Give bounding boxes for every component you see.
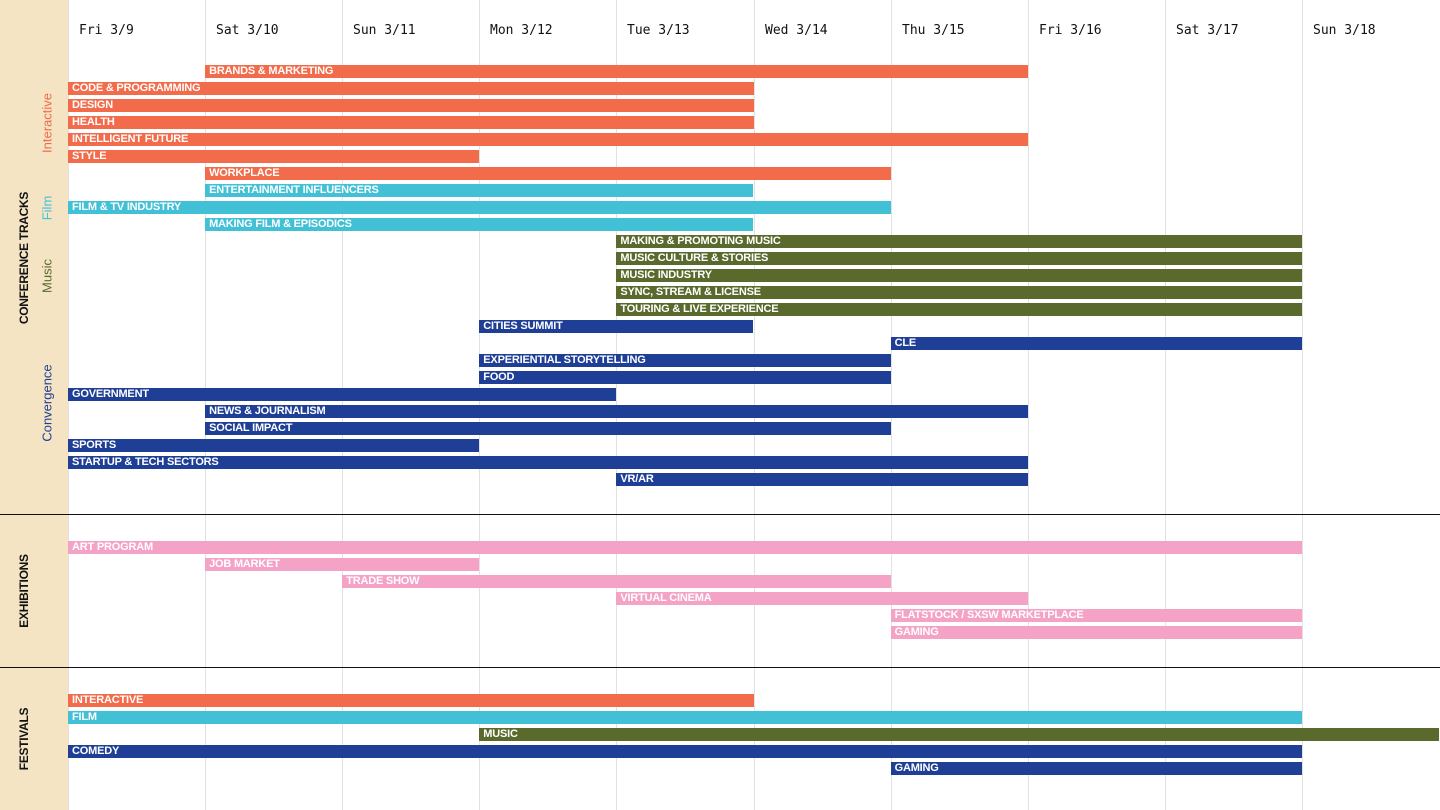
schedule-bar: MUSIC (479, 728, 1439, 741)
schedule-bar: NEWS & JOURNALISM (205, 405, 1028, 418)
day-gridline (1302, 0, 1303, 810)
section-label: CONFERENCE TRACKS (17, 191, 31, 325)
day-label: Sat 3/17 (1176, 23, 1239, 38)
schedule-bar: JOB MARKET (205, 558, 480, 571)
group-label: Interactive (39, 92, 55, 153)
day-label: Sat 3/10 (216, 23, 279, 38)
schedule-bar: TOURING & LIVE EXPERIENCE (616, 303, 1302, 316)
day-label: Fri 3/9 (79, 23, 134, 38)
schedule-bar: ENTERTAINMENT INFLUENCERS (205, 184, 754, 197)
schedule-bar: CODE & PROGRAMMING (68, 82, 754, 95)
day-label: Sun 3/11 (353, 23, 416, 38)
schedule-bar: SPORTS (68, 439, 480, 452)
schedule-bar: INTELLIGENT FUTURE (68, 133, 1028, 146)
schedule-bar: STARTUP & TECH SECTORS (68, 456, 1028, 469)
schedule-bar: MAKING FILM & EPISODICS (205, 218, 754, 231)
schedule-bar: BRANDS & MARKETING (205, 65, 1028, 78)
schedule-bar: FOOD (479, 371, 891, 384)
schedule-bar: FILM (68, 711, 1302, 724)
group-label: Music (39, 258, 55, 293)
day-gridline (68, 0, 69, 810)
day-label: Mon 3/12 (490, 23, 553, 38)
schedule-bar: DESIGN (68, 99, 754, 112)
day-label: Wed 3/14 (765, 23, 828, 38)
section-separator (0, 667, 1440, 668)
schedule-bar: COMEDY (68, 745, 1302, 758)
schedule-bar: MUSIC INDUSTRY (616, 269, 1302, 282)
schedule-bar: VR/AR (616, 473, 1028, 486)
day-gridline (1028, 0, 1029, 810)
group-label: Film (39, 195, 55, 220)
schedule-bar: INTERACTIVE (68, 694, 754, 707)
sidebar (0, 0, 68, 810)
schedule-bar: VIRTUAL CINEMA (616, 592, 1028, 605)
schedule-bar: SYNC, STREAM & LICENSE (616, 286, 1302, 299)
schedule-bar: MAKING & PROMOTING MUSIC (616, 235, 1302, 248)
schedule-bar: HEALTH (68, 116, 754, 129)
schedule-bar: CLE (890, 337, 1302, 350)
schedule-bar: ART PROGRAM (68, 541, 1302, 554)
schedule-bar: TRADE SHOW (342, 575, 891, 588)
schedule-bar: WORKPLACE (205, 167, 891, 180)
schedule-bar: GOVERNMENT (68, 388, 617, 401)
schedule-bar: MUSIC CULTURE & STORIES (616, 252, 1302, 265)
group-label: Convergence (39, 364, 55, 442)
schedule-bar: GAMING (890, 762, 1302, 775)
schedule-bar: SOCIAL IMPACT (205, 422, 891, 435)
day-label: Thu 3/15 (902, 23, 965, 38)
day-label: Tue 3/13 (627, 23, 690, 38)
day-gridline (1165, 0, 1166, 810)
schedule-bar: FLATSTOCK / SXSW MARKETPLACE (890, 609, 1302, 622)
day-label: Fri 3/16 (1039, 23, 1102, 38)
day-label: Sun 3/18 (1313, 23, 1376, 38)
schedule-bar: FILM & TV INDUSTRY (68, 201, 891, 214)
section-label: EXHIBITIONS (17, 553, 31, 628)
section-separator (0, 514, 1440, 515)
schedule-bar: GAMING (890, 626, 1302, 639)
schedule-bar: EXPERIENTIAL STORYTELLING (479, 354, 891, 367)
schedule-bar: CITIES SUMMIT (479, 320, 754, 333)
schedule-bar: STYLE (68, 150, 480, 163)
section-label: FESTIVALS (17, 707, 31, 770)
